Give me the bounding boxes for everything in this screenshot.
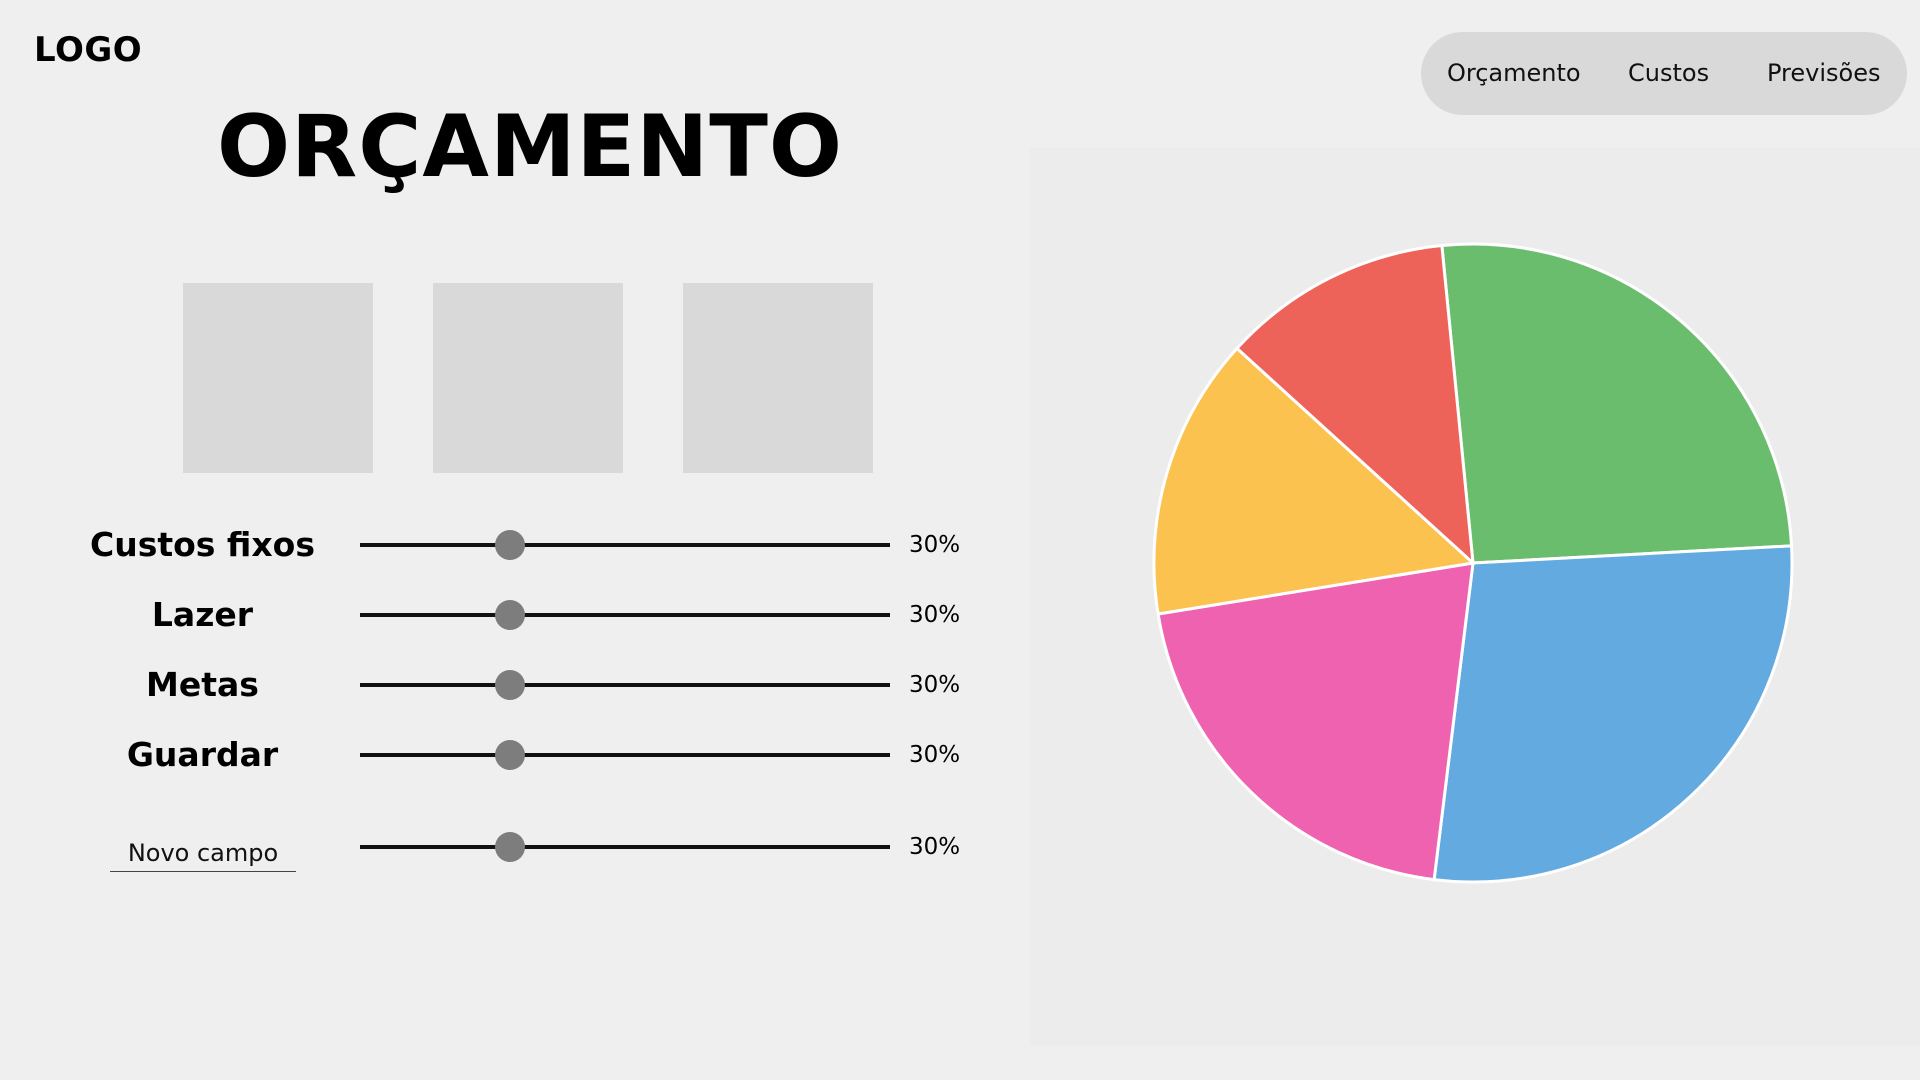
slider-thumb[interactable] <box>495 832 525 862</box>
new-field-input[interactable] <box>110 835 296 872</box>
slider-track[interactable] <box>360 845 890 849</box>
slider-row-lazer: Lazer 30% <box>0 595 1000 635</box>
pie-slice[interactable] <box>1152 346 1475 616</box>
slider-track[interactable] <box>360 683 890 687</box>
slider-value: 30% <box>909 742 961 768</box>
slider-track[interactable] <box>360 543 890 547</box>
slider-value: 30% <box>909 532 961 558</box>
slider-row-custos-fixos: Custos fixos 30% <box>0 525 1000 565</box>
slider-thumb[interactable] <box>495 530 525 560</box>
nav-item-previsoes[interactable]: Previsões <box>1767 59 1881 87</box>
logo[interactable]: LOGO <box>34 30 143 70</box>
slider-label: Custos fixos <box>90 525 315 564</box>
pie-slice[interactable] <box>1432 544 1794 884</box>
top-nav: Orçamento Custos Previsões <box>1421 32 1907 115</box>
slider-row-new-field: 30% <box>0 827 1000 867</box>
slider-value: 30% <box>909 672 961 698</box>
slider-track[interactable] <box>360 753 890 757</box>
pie-chart <box>1152 242 1794 884</box>
slider-row-metas: Metas 30% <box>0 665 1000 705</box>
summary-card[interactable] <box>183 283 373 473</box>
pie-slice[interactable] <box>1156 561 1475 882</box>
slider-thumb[interactable] <box>495 600 525 630</box>
summary-card[interactable] <box>433 283 623 473</box>
pie-slice[interactable] <box>1440 242 1794 565</box>
nav-item-custos[interactable]: Custos <box>1628 59 1710 87</box>
slider-value: 30% <box>909 834 961 860</box>
slider-value: 30% <box>909 602 961 628</box>
slider-label: Metas <box>146 665 259 704</box>
pie-slice[interactable] <box>1235 244 1475 565</box>
page-title: ORÇAMENTO <box>216 97 844 197</box>
slider-label: Lazer <box>151 595 254 634</box>
slider-track[interactable] <box>360 613 890 617</box>
slider-row-guardar: Guardar 30% <box>0 735 1000 775</box>
chart-panel <box>1030 148 1920 1046</box>
slider-thumb[interactable] <box>495 670 525 700</box>
nav-item-orcamento[interactable]: Orçamento <box>1447 59 1581 87</box>
summary-card[interactable] <box>683 283 873 473</box>
slider-thumb[interactable] <box>495 740 525 770</box>
slider-label: Guardar <box>126 735 279 774</box>
